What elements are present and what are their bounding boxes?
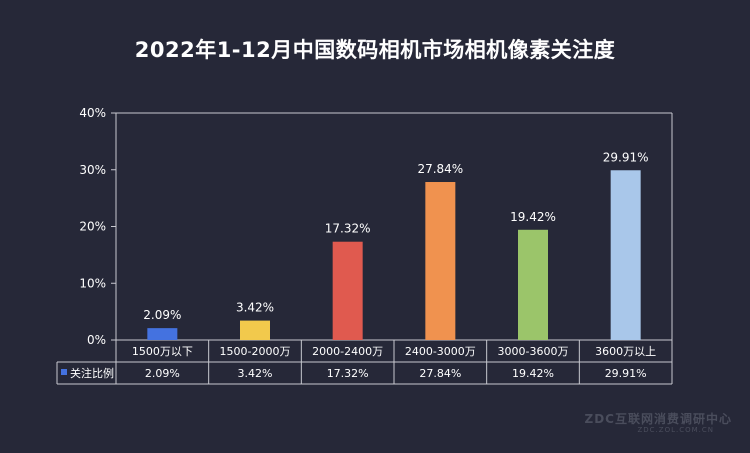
x-category-label: 2000-2400万 bbox=[312, 345, 383, 358]
bar bbox=[425, 182, 456, 340]
table-cell-value: 19.42% bbox=[512, 367, 554, 380]
y-tick-label: 0% bbox=[87, 333, 106, 347]
legend-swatch bbox=[61, 369, 67, 375]
table-cell-value: 2.09% bbox=[145, 367, 180, 380]
bar bbox=[240, 320, 270, 340]
y-tick-label: 40% bbox=[79, 106, 106, 120]
bar-value-label: 2.09% bbox=[143, 308, 181, 322]
x-category-label: 2400-3000万 bbox=[405, 345, 476, 358]
watermark-url: ZDC.ZOL.COM.CN bbox=[637, 426, 714, 434]
bar bbox=[518, 229, 548, 340]
table-cell-value: 3.42% bbox=[238, 367, 273, 380]
x-category-label: 3600万以上 bbox=[595, 345, 656, 358]
watermark: ZDC互联网消费调研中心 bbox=[584, 412, 732, 426]
table-cell-value: 29.91% bbox=[605, 367, 647, 380]
table-cell-value: 17.32% bbox=[327, 367, 369, 380]
bar-value-label: 19.42% bbox=[510, 210, 556, 224]
bar-value-label: 27.84% bbox=[417, 162, 463, 176]
x-category-label: 3000-3600万 bbox=[498, 345, 569, 358]
y-tick-label: 20% bbox=[79, 220, 106, 234]
bar-value-label: 3.42% bbox=[236, 301, 274, 315]
chart-title: 2022年1-12月中国数码相机市场相机像素关注度 bbox=[134, 38, 616, 62]
x-category-label: 1500万以下 bbox=[132, 345, 193, 358]
bar bbox=[147, 328, 178, 340]
bar bbox=[332, 241, 363, 340]
table-cell-value: 27.84% bbox=[419, 367, 461, 380]
bar-value-label: 29.91% bbox=[603, 150, 649, 164]
legend-label: 关注比例 bbox=[70, 366, 114, 380]
y-tick-label: 10% bbox=[79, 276, 106, 290]
bar-value-label: 17.32% bbox=[325, 222, 371, 236]
bar bbox=[610, 170, 641, 340]
y-tick-label: 30% bbox=[79, 163, 106, 177]
x-category-label: 1500-2000万 bbox=[220, 345, 291, 358]
